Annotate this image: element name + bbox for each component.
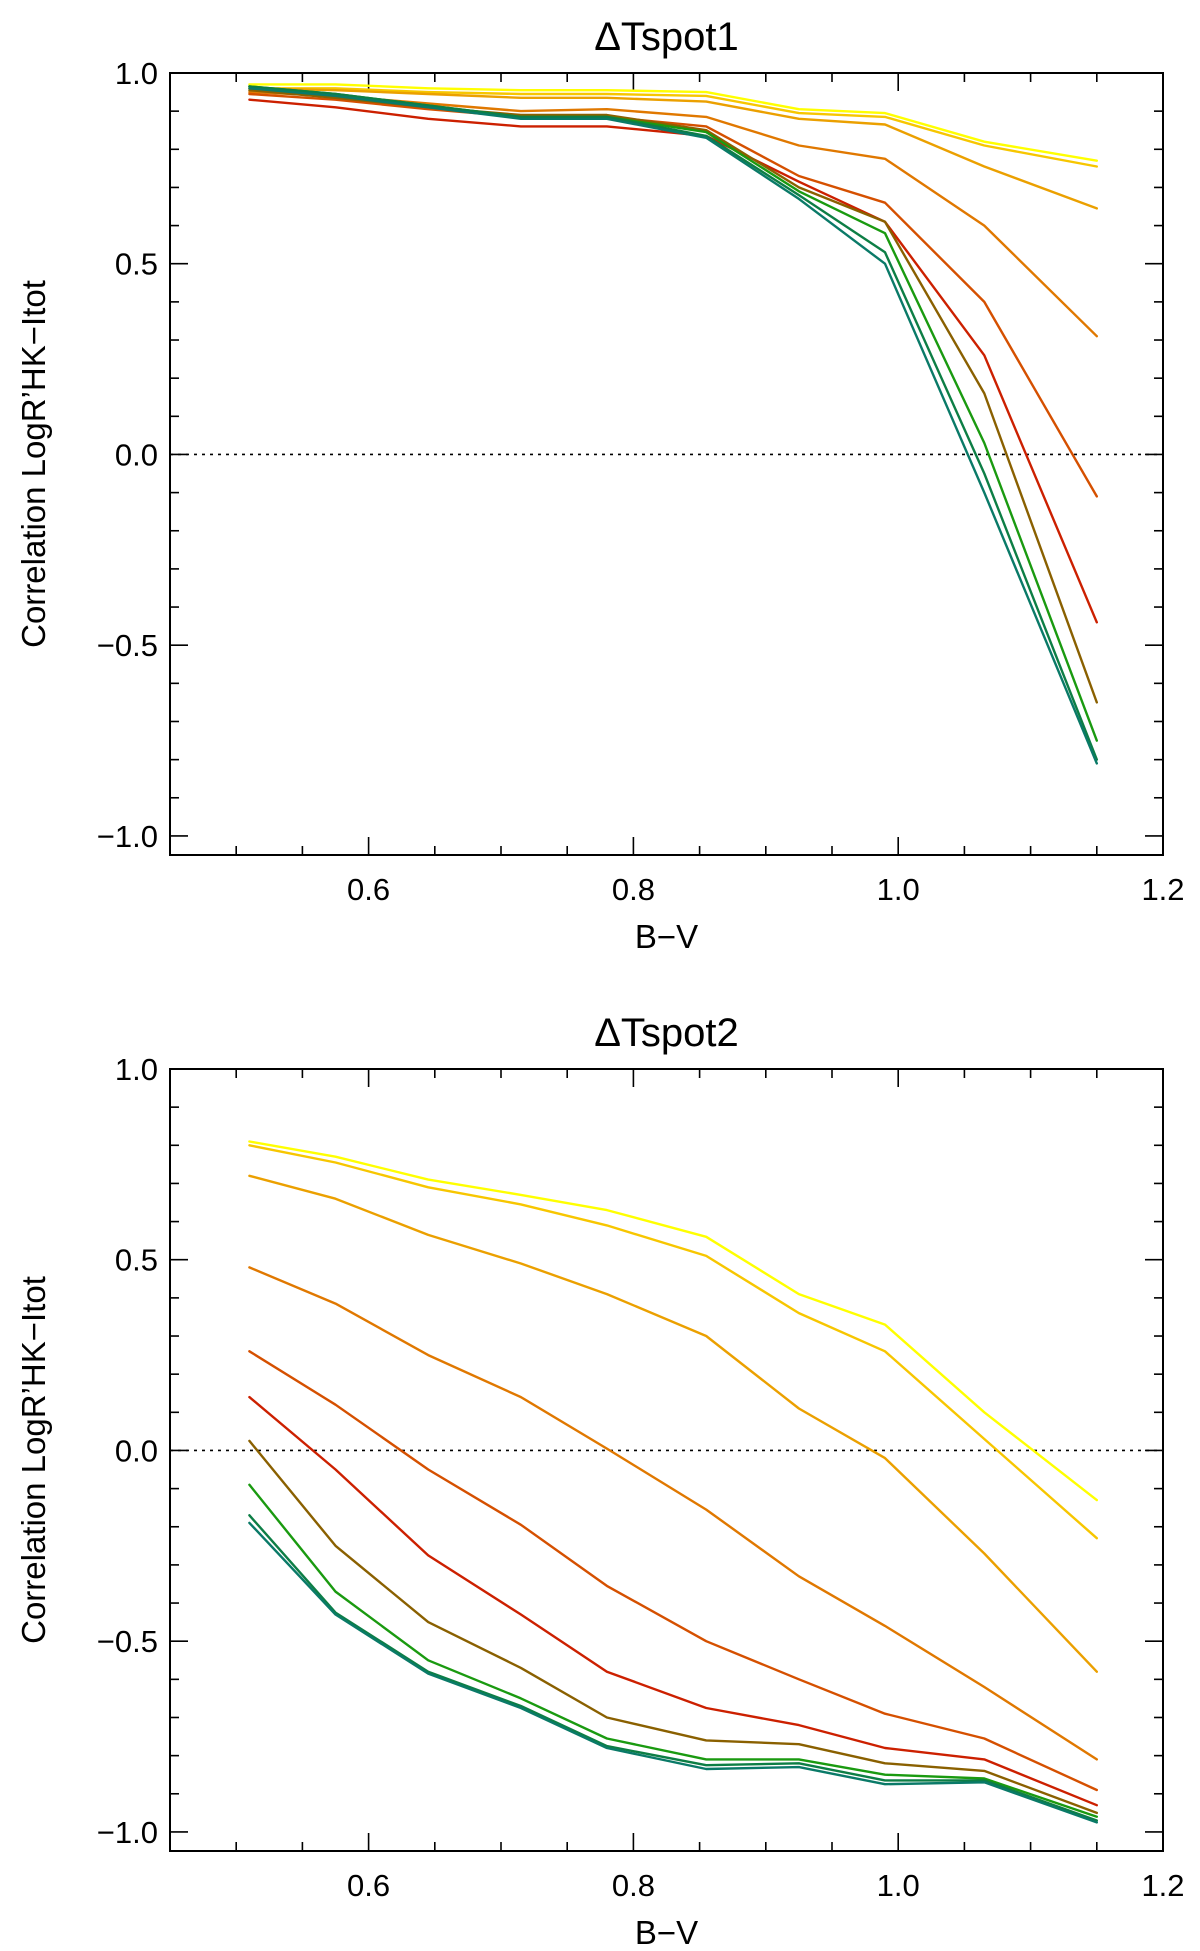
x-axis-label: B−V bbox=[635, 918, 698, 955]
plot-frame bbox=[169, 1068, 1164, 1852]
y-axis-label: Correlation LogR’HK−Itot bbox=[15, 280, 52, 648]
y-axis-label: Correlation LogR’HK−Itot bbox=[15, 1276, 52, 1644]
y-tick-label: −0.5 bbox=[97, 1624, 158, 1659]
x-tick-label: 0.8 bbox=[612, 872, 655, 907]
chart-title: ΔTspot1 bbox=[594, 15, 739, 59]
y-tick-label: 1.0 bbox=[115, 56, 158, 91]
y-tick-label: 0.0 bbox=[115, 1433, 158, 1468]
series-line-s1 bbox=[248, 1140, 1099, 1502]
series-line-s8 bbox=[248, 1483, 1099, 1818]
chart-panel-2: 0.6 0.8 1.0 1.2 1.0 0.5 0.0 −0.5 −1.0 ΔTspot2 B−V C… bbox=[15, 1011, 1185, 1951]
x-axis-label: B−V bbox=[635, 1914, 698, 1951]
series-line-s10 bbox=[248, 1521, 1099, 1824]
x-tick-label: 1.2 bbox=[1141, 872, 1184, 907]
series-line-s5 bbox=[248, 1350, 1099, 1792]
series-line-s2 bbox=[248, 1144, 1099, 1540]
y-tick-label: −0.5 bbox=[97, 628, 158, 663]
series-line-s6 bbox=[248, 98, 1099, 624]
y-tick-label: −1.0 bbox=[97, 1815, 158, 1850]
series-line-s5 bbox=[248, 92, 1099, 498]
x-tick-label: 1.2 bbox=[1141, 1868, 1184, 1903]
series-line-s3 bbox=[248, 1174, 1099, 1673]
series-line-s3 bbox=[248, 87, 1099, 210]
plot-frame bbox=[169, 72, 1164, 856]
series-line-s8 bbox=[248, 85, 1099, 742]
x-tick-label: 1.0 bbox=[877, 872, 920, 907]
y-tick-label: 0.5 bbox=[115, 1243, 158, 1278]
series-line-s10 bbox=[248, 87, 1099, 765]
x-tick-label: 0.8 bbox=[612, 1868, 655, 1903]
x-tick-label: 1.0 bbox=[877, 1868, 920, 1903]
x-tick-label: 0.6 bbox=[347, 872, 390, 907]
x-tick-label: 0.6 bbox=[347, 1868, 390, 1903]
series-line-s2 bbox=[248, 87, 1099, 168]
series-line-s7 bbox=[248, 88, 1099, 704]
series-line-s7 bbox=[248, 1439, 1099, 1815]
chart-panel-1: 0.6 0.8 1.0 1.2 1.0 0.5 0.0 −0.5 −1.0 ΔTspot1 B−V C… bbox=[15, 15, 1185, 955]
chart-title: ΔTspot2 bbox=[594, 1011, 739, 1055]
y-tick-label: 0.5 bbox=[115, 247, 158, 282]
y-tick-label: 0.0 bbox=[115, 437, 158, 472]
series-line-s4 bbox=[248, 1266, 1099, 1761]
y-tick-label: −1.0 bbox=[97, 819, 158, 854]
series-line-s1 bbox=[248, 83, 1099, 162]
series-line-s9 bbox=[248, 1514, 1099, 1822]
series-line-s9 bbox=[248, 85, 1099, 761]
series-line-s6 bbox=[248, 1395, 1099, 1807]
y-tick-label: 1.0 bbox=[115, 1052, 158, 1087]
